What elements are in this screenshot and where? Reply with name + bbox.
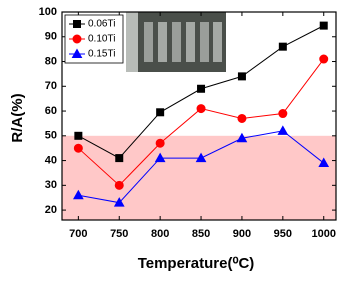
y-tick-label: 80 xyxy=(45,55,57,67)
x-tick-label: 850 xyxy=(192,228,210,240)
marker xyxy=(74,131,83,140)
legend-label: 0.06Ti xyxy=(88,19,115,30)
legend-label: 0.15Ti xyxy=(88,49,115,60)
x-tick-label: 950 xyxy=(274,228,292,240)
marker xyxy=(237,113,247,123)
marker xyxy=(197,84,206,93)
y-tick-label: 30 xyxy=(45,179,57,191)
marker xyxy=(72,34,82,44)
marker xyxy=(73,189,84,200)
y-tick-label: 60 xyxy=(45,105,57,117)
x-tick-label: 750 xyxy=(110,228,128,240)
shaded-region xyxy=(62,135,336,220)
x-tick-label: 800 xyxy=(151,228,169,240)
x-tick-label: 1000 xyxy=(311,228,335,240)
specimen-photo xyxy=(126,12,226,72)
y-tick-label: 50 xyxy=(45,130,57,142)
marker xyxy=(114,180,124,190)
marker xyxy=(236,132,248,143)
marker xyxy=(278,42,287,51)
marker xyxy=(278,109,288,119)
marker xyxy=(196,104,206,114)
y-tick-label: 90 xyxy=(45,31,57,43)
legend-label: 0.10Ti xyxy=(88,34,115,45)
y-tick-label: 70 xyxy=(45,80,57,92)
marker xyxy=(73,20,81,28)
marker xyxy=(154,152,166,163)
marker xyxy=(319,21,328,30)
x-tick-label: 900 xyxy=(233,228,251,240)
marker xyxy=(71,48,83,58)
marker xyxy=(319,54,329,64)
marker xyxy=(318,157,330,168)
x-tick-label: 700 xyxy=(69,228,87,240)
marker xyxy=(237,72,246,81)
x-axis-label: Temperature(⁰C) xyxy=(138,255,255,272)
marker xyxy=(195,152,207,163)
plot-frame xyxy=(61,11,337,221)
y-tick-label: 100 xyxy=(39,6,57,18)
marker xyxy=(155,138,165,148)
marker xyxy=(113,197,125,207)
marker xyxy=(277,125,289,135)
y-axis-label: R/A(%) xyxy=(9,93,26,142)
marker xyxy=(156,108,165,117)
y-tick-label: 20 xyxy=(45,204,57,216)
y-tick-label: 40 xyxy=(45,154,57,166)
marker xyxy=(115,154,124,163)
marker xyxy=(73,143,83,153)
